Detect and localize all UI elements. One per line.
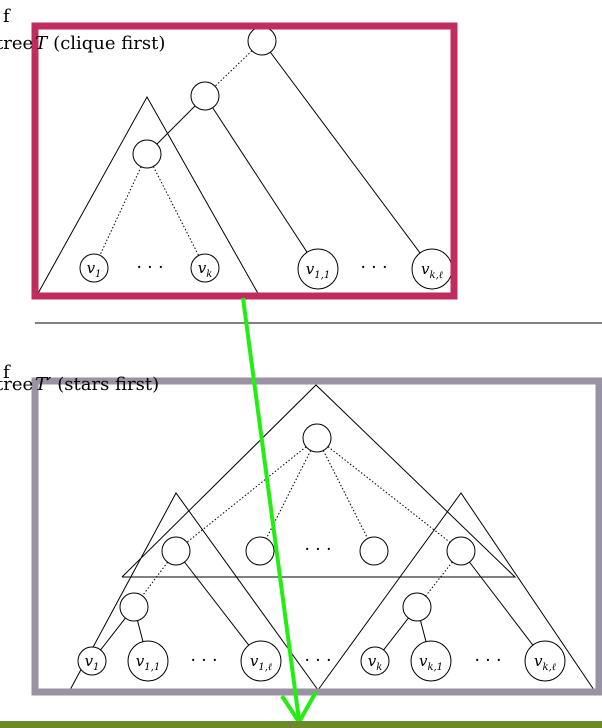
top-edge-b-v1 [93, 153, 148, 269]
bottom-edge-root-c1 [175, 437, 318, 552]
top-highlight-box [31, 22, 458, 300]
bottom-left-subtree-triangle [69, 492, 319, 691]
top-leaf-v1-node [79, 253, 109, 283]
bottom-highlight-box [31, 377, 602, 696]
bottom-leaf-v1-node [77, 646, 107, 676]
bottom-leaf-v1l-label: v1,ℓ [250, 652, 272, 673]
bottom-child-node-1 [161, 536, 191, 566]
top-leaf-vkl-node [411, 248, 453, 290]
bottom-child-node-3 [359, 536, 389, 566]
bottom-leaf-v1l-node [240, 640, 282, 682]
bottom-leaf-v1-label: v1 [85, 652, 100, 673]
top-leaf-v1-label: v1 [87, 259, 102, 280]
top-leaf-v11-node [297, 248, 339, 290]
bottom-ellipsis-middle: · · · [304, 540, 331, 560]
top-leaf-vk-node [190, 253, 220, 283]
top-subtree-triangle [35, 95, 261, 298]
bottom-leaf-v11-node [127, 640, 169, 682]
top-caption-text: treeT(clique first) [0, 33, 165, 54]
bottom-left-internal-node [119, 592, 149, 622]
top-edge-root-a [204, 40, 263, 97]
bottom-leaf-vkl-label: vk,ℓ [534, 652, 556, 673]
bottom-caption: f treeT′(stars first) [0, 362, 159, 395]
bottom-edge-root-c3 [316, 437, 375, 552]
bottom-child-node-4 [446, 536, 476, 566]
bottom-caption-text: treeT′(stars first) [0, 374, 159, 395]
bottom-leaf-vk1-node [410, 640, 452, 682]
bottom-ellipsis-right: · · · [474, 651, 501, 671]
top-internal-node-a [190, 81, 220, 111]
top-tree: v1 vk v1,1 vk,ℓ · · · · · · [35, 26, 453, 298]
bottom-edge-root-c4 [316, 437, 462, 552]
bottom-leaf-vk1-label: vk,1 [419, 652, 443, 673]
bottom-leaf-v11-label: v1,1 [136, 652, 160, 673]
bottom-band [0, 721, 602, 728]
bottom-child-node-2 [245, 536, 275, 566]
bottom-leaf-vkl-node [524, 640, 566, 682]
bottom-right-internal-node [402, 592, 432, 622]
bottom-edge-root-c2 [259, 437, 318, 552]
top-internal-node-b [132, 139, 162, 169]
bottom-edge-c1-v1l [175, 550, 262, 662]
bottom-caption-glyph: f [3, 362, 11, 383]
bottom-leaf-vk-label: vk [368, 652, 383, 673]
bottom-ellipsis-center: · · · [304, 651, 331, 671]
top-leaf-v11-label: v1,1 [306, 260, 330, 281]
arrow-shaft [241, 297, 301, 721]
bottom-outer-triangle [121, 384, 517, 578]
top-caption-glyph: f [3, 6, 11, 27]
bottom-ellipsis-left: · · · [190, 651, 217, 671]
bottom-right-subtree-triangle [317, 492, 595, 691]
top-edge-b-vk [146, 153, 206, 269]
top-edge-root-vkl [261, 40, 433, 270]
top-ellipsis-2: · · · [360, 258, 387, 278]
top-root-node [247, 26, 277, 56]
top-ellipsis-1: · · · [136, 258, 163, 278]
bottom-tree: v1 v1,1 v1,ℓ vk vk,1 vk,ℓ · · · · · · · … [69, 384, 595, 691]
top-edge-a-v11 [204, 95, 319, 270]
bottom-leaf-vk-node [360, 646, 390, 676]
bottom-root-node [302, 423, 332, 453]
top-leaf-vkl-label: vk,ℓ [421, 260, 443, 281]
top-leaf-vk-label: vk [198, 259, 213, 280]
bottom-edge-c4-vkl [460, 550, 546, 662]
top-caption: f treeT(clique first) [0, 6, 165, 54]
